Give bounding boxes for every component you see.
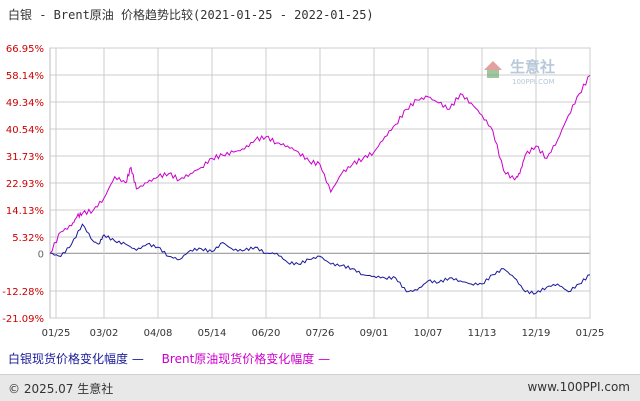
- watermark-logo-subtext: 100PPI.COM: [512, 78, 555, 86]
- y-tick-label: -21.09%: [2, 314, 44, 325]
- y-tick-label: 22.93%: [6, 179, 44, 190]
- footer-site-link[interactable]: www.100PPI.com: [527, 380, 630, 394]
- y-tick-label: 5.32%: [12, 233, 44, 244]
- y-tick-label: 58.14%: [6, 71, 44, 82]
- watermark-logo-text: 生意社: [510, 58, 555, 76]
- y-tick-label: -12.28%: [2, 287, 44, 298]
- x-tick-label: 07/26: [306, 328, 335, 339]
- legend-silver-line: —: [131, 352, 144, 366]
- legend-brent-line: —: [318, 352, 331, 366]
- x-tick-label: 12/19: [522, 328, 551, 339]
- y-tick-label: 66.95%: [6, 44, 44, 55]
- x-tick-label: 01/25: [42, 328, 71, 339]
- footer-copyright: © 2025.07 生意社: [8, 382, 114, 396]
- x-tick-label: 01/25: [576, 328, 605, 339]
- chart-plot: 66.95% 58.14% 49.34% 40.54% 31.73% 22.93% 14.1…: [2, 44, 605, 339]
- watermark-house-icon: [484, 61, 502, 70]
- chart-title: 白银 - Brent原油 价格趋势比较(2021-01-25 - 2022-01…: [8, 8, 374, 22]
- x-tick-label: 06/20: [252, 328, 281, 339]
- y-tick-label: 14.13%: [6, 206, 44, 217]
- y-tick-label: 0: [38, 249, 44, 260]
- x-tick-label: 05/14: [198, 328, 227, 339]
- legend-brent-label: Brent原油现货价格变化幅度: [161, 352, 315, 366]
- x-tick-label: 04/08: [144, 328, 173, 339]
- series-line-silver: [49, 223, 591, 295]
- y-tick-label: 40.54%: [6, 125, 44, 136]
- x-tick-label: 11/13: [468, 328, 497, 339]
- footer-bar: © 2025.07 生意社 www.100PPI.com: [0, 374, 640, 401]
- x-tick-label: 10/07: [414, 328, 443, 339]
- series-line-brent: [49, 74, 591, 254]
- chart-legend: 白银现货价格变化幅度 — Brent原油现货价格变化幅度 —: [8, 350, 330, 367]
- y-tick-label: 49.34%: [6, 98, 44, 109]
- legend-silver: 白银现货价格变化幅度 —: [8, 352, 144, 366]
- x-tick-label: 03/02: [90, 328, 119, 339]
- legend-silver-label: 白银现货价格变化幅度: [8, 352, 129, 366]
- x-tick-label: 09/01: [360, 328, 389, 339]
- y-tick-label: 31.73%: [6, 152, 44, 163]
- watermark-house-base-icon: [487, 70, 499, 78]
- legend-brent: Brent原油现货价格变化幅度 —: [162, 352, 330, 366]
